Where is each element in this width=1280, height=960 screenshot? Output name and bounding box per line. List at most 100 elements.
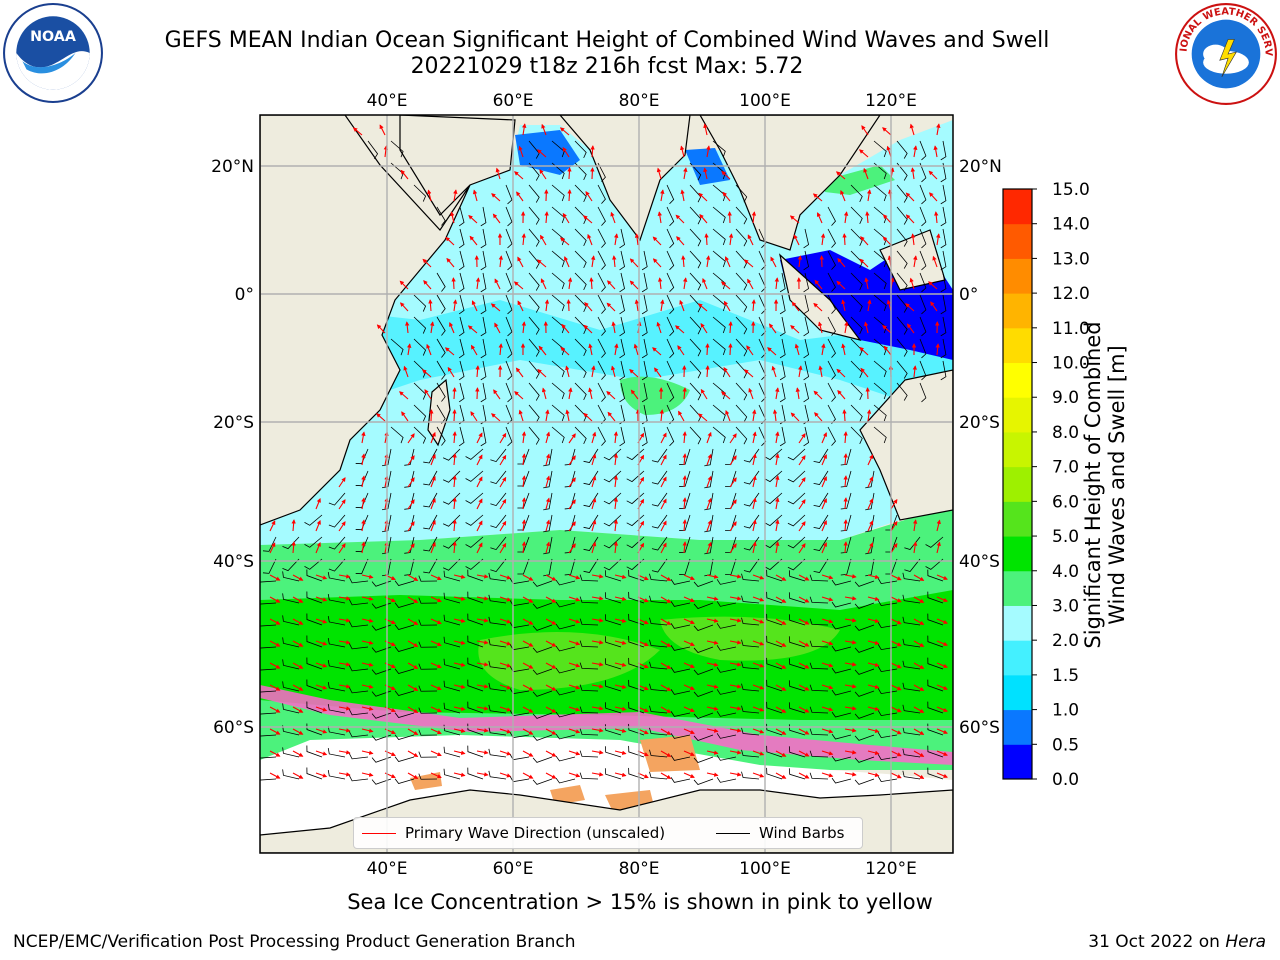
wind-barb (458, 250, 465, 271)
colorbar-tick-label: 9.0 (1052, 388, 1079, 408)
wind-barb (505, 382, 513, 403)
sea-ice-patches (410, 735, 700, 810)
wave-direction-arrow (844, 706, 857, 711)
legend-swatch-black-line (716, 832, 750, 834)
wind-barb (919, 316, 927, 337)
wave-and-wind-vectors (260, 123, 948, 785)
colorbar-bin (1003, 189, 1032, 225)
wave-direction-arrow (467, 325, 478, 334)
wave-direction-arrow (315, 574, 328, 580)
colorbar-bin (1003, 501, 1032, 537)
wave-direction-arrow (844, 618, 857, 623)
wind-barb (902, 748, 921, 758)
colorbar-bin (1003, 431, 1032, 468)
wind-barb (505, 426, 513, 447)
wind-barb (902, 594, 921, 604)
wave-direction-arrow (587, 233, 593, 246)
wave-direction-arrow (568, 772, 581, 778)
wave-direction-arrow (775, 618, 787, 625)
wave-direction-arrow (706, 640, 719, 645)
wind-barb (670, 689, 691, 695)
wind-barb (877, 578, 898, 585)
wind-barb (927, 569, 944, 582)
wind-barb (327, 703, 346, 714)
wave-direction-arrow (430, 618, 442, 625)
wave-direction-arrow (936, 684, 948, 690)
wind-barb (306, 723, 323, 736)
wave-direction-arrow (864, 321, 869, 334)
wave-direction-arrow (775, 519, 780, 532)
wind-barb (809, 640, 829, 648)
wind-barb (604, 680, 622, 692)
wind-barb (865, 558, 875, 577)
wave-direction-arrow (449, 322, 455, 334)
wind-barb (490, 470, 507, 485)
wave-direction-arrow (424, 389, 432, 400)
wind-barb (488, 594, 507, 604)
wind-barb (413, 316, 427, 334)
wind-barb (555, 777, 576, 784)
wave-direction-arrow (361, 772, 374, 777)
wave-direction-arrow (591, 596, 604, 601)
wind-barb (442, 514, 461, 527)
wave-direction-arrow (842, 409, 847, 422)
wind-barb (641, 316, 648, 337)
wave-direction-arrow (590, 167, 595, 180)
wind-barb (371, 690, 392, 697)
wave-direction-arrow (517, 300, 524, 312)
wind-barb (940, 294, 947, 315)
lon-tick-bottom: 80°E (619, 859, 660, 879)
wind-barb (919, 250, 927, 271)
wind-barb (355, 514, 369, 531)
wave-direction-arrow (453, 684, 466, 689)
wave-direction-arrow (774, 277, 780, 290)
wind-barb (716, 667, 737, 673)
wind-barb (467, 591, 484, 604)
wave-direction-arrow (683, 706, 695, 713)
wind-barb (394, 580, 415, 586)
wind-barb (394, 712, 415, 718)
wind-barb (327, 637, 346, 648)
wave-direction-arrow (890, 596, 902, 603)
wave-direction-arrow (634, 233, 640, 246)
wave-direction-arrow (697, 303, 708, 312)
wave-direction-arrow (545, 541, 551, 554)
wave-direction-arrow (752, 728, 765, 734)
wave-direction-arrow (859, 258, 869, 268)
wave-direction-arrow (522, 640, 534, 647)
wave-direction-arrow (913, 618, 925, 625)
wind-barb (490, 448, 507, 463)
wave-direction-arrow (430, 662, 442, 669)
wind-barb (689, 162, 702, 181)
wind-barb (666, 206, 675, 227)
wave-direction-arrow (338, 662, 351, 667)
wave-direction-arrow (790, 325, 800, 334)
colorbar: 0.0 0.5 1.0 1.5 2.0 3.0 4.0 5.0 6.0 7.0 8.0 9.0 10.0… (1002, 180, 1090, 790)
wind-barb (404, 470, 415, 488)
lon-tick-top: 40°E (367, 91, 408, 111)
wind-barb (666, 426, 675, 447)
wind-barb (741, 771, 760, 780)
wind-barb (787, 492, 806, 505)
wind-barb (827, 272, 836, 292)
wind-barb (840, 536, 852, 554)
wind-barb (651, 558, 668, 573)
wave-direction-arrow (677, 345, 685, 356)
wave-direction-arrow (675, 325, 685, 334)
wind-barb (850, 382, 863, 401)
wave-direction-arrow (706, 519, 712, 532)
wave-direction-arrow (771, 365, 777, 378)
wave-direction-arrow (867, 640, 880, 646)
map-legend: Primary Wave Direction (unscaled) Wind B… (353, 817, 863, 849)
wind-barb (641, 360, 648, 381)
wind-barb (532, 646, 553, 653)
wave-direction-arrow (361, 728, 374, 733)
wave-direction-arrow (725, 409, 731, 422)
wind-barb (925, 536, 944, 548)
wind-barb (597, 206, 606, 226)
wind-barb (579, 618, 599, 626)
wind-barb (467, 767, 484, 780)
wave-direction-arrow (545, 596, 557, 603)
wave-direction-arrow (729, 574, 742, 579)
wind-barb (809, 662, 829, 670)
